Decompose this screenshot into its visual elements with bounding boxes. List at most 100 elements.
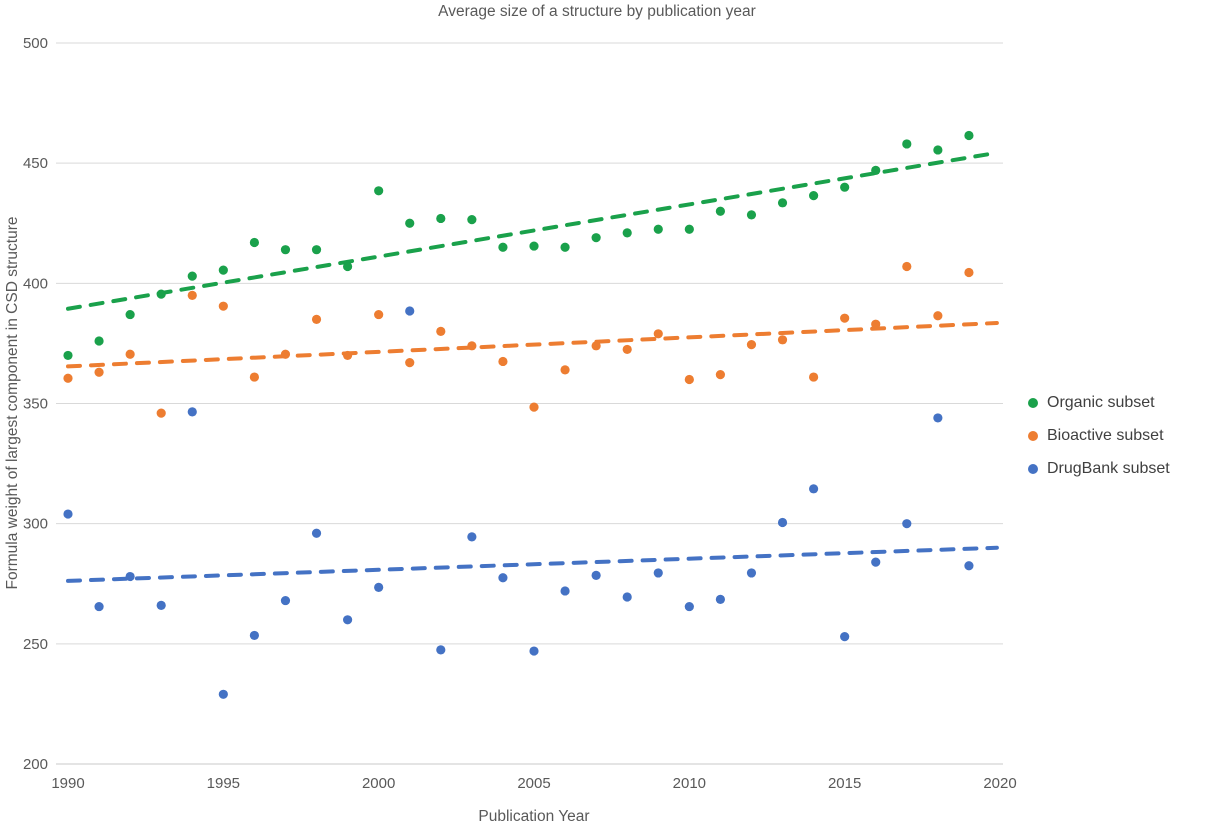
y-tick-label: 400 [23,275,48,292]
data-point [529,646,539,656]
data-point [343,261,353,272]
data-point [560,586,570,596]
data-point [218,265,228,275]
data-point [63,509,73,519]
data-point [249,237,259,248]
data-point [436,326,446,336]
data-point [343,615,353,625]
data-point [964,130,974,141]
data-point [777,198,788,208]
x-tick-label: 2000 [362,775,395,792]
data-point [809,191,819,201]
data-point [560,242,570,252]
data-point [529,241,539,251]
data-point [498,242,508,252]
data-point [684,374,694,385]
data-point [311,245,322,255]
data-point [249,372,259,382]
y-tick-label: 250 [23,636,48,653]
x-tick-label: 2020 [983,775,1016,792]
data-point [653,224,663,234]
data-point [622,228,632,238]
data-point [560,365,570,375]
data-point [746,568,757,578]
legend-marker-icon [1028,463,1038,474]
data-point [125,571,135,582]
data-point [622,344,632,355]
data-point [405,306,415,316]
data-point [746,210,757,220]
data-point [840,182,850,192]
data-point [902,261,912,272]
data-point [218,689,228,699]
data-point [684,601,694,612]
data-point [94,336,104,346]
trendline [66,320,999,369]
data-point [94,601,104,612]
data-point [405,218,415,228]
trendline [66,150,999,311]
legend-item-bioactive: Bioactive subset [1028,419,1170,452]
data-point [156,408,166,418]
data-point [777,335,788,345]
legend-label: DrugBank subset [1047,459,1170,477]
chart-title: Average size of a structure by publicati… [438,3,756,20]
legend-item-organic: Organic subset [1028,386,1170,419]
data-point [280,595,291,606]
data-point [777,517,788,528]
data-point [964,561,974,571]
data-point [63,350,73,361]
data-point [467,215,477,225]
data-point [933,311,943,321]
legend-marker-icon [1028,397,1038,408]
data-point [715,594,726,604]
data-point [467,341,477,351]
data-point [467,532,477,542]
data-point [374,186,384,196]
data-point [840,632,850,642]
data-point [187,407,197,417]
data-point [311,528,322,538]
legend: Organic subset Bioactive subset DrugBank s… [1028,386,1170,485]
x-tick-label: 2015 [828,775,861,792]
data-point [964,267,974,278]
data-point [94,367,104,377]
data-point [156,289,166,299]
x-axis-title: Publication Year [478,808,590,825]
y-tick-label: 350 [23,396,48,413]
data-point [374,582,384,592]
data-point [187,271,197,281]
data-point [311,314,322,324]
data-point [746,340,757,350]
data-point [436,213,446,224]
data-point [591,570,601,580]
data-point [653,568,663,578]
data-point [871,319,881,329]
data-point [218,301,228,311]
data-point [343,350,353,361]
data-point [840,313,850,323]
data-point [156,600,166,610]
legend-item-drugbank: DrugBank subset [1028,452,1170,485]
y-tick-label: 300 [23,516,48,533]
legend-label: Bioactive subset [1047,426,1164,444]
data-point [902,139,912,149]
data-point [498,573,508,583]
y-tick-label: 500 [23,35,48,52]
data-point [715,370,726,380]
y-axis-title: Formula weight of largest component in C… [4,216,21,590]
y-tick-label: 200 [23,756,48,773]
data-point [63,373,73,383]
data-point [405,358,415,368]
data-point [653,329,663,339]
data-point [249,630,259,641]
data-point [871,165,881,175]
data-point [902,519,912,529]
data-point [125,309,135,320]
data-point [933,413,943,423]
data-point [498,356,508,367]
data-point [622,592,632,602]
x-tick-label: 1995 [207,775,240,792]
y-tick-label: 450 [23,155,48,172]
